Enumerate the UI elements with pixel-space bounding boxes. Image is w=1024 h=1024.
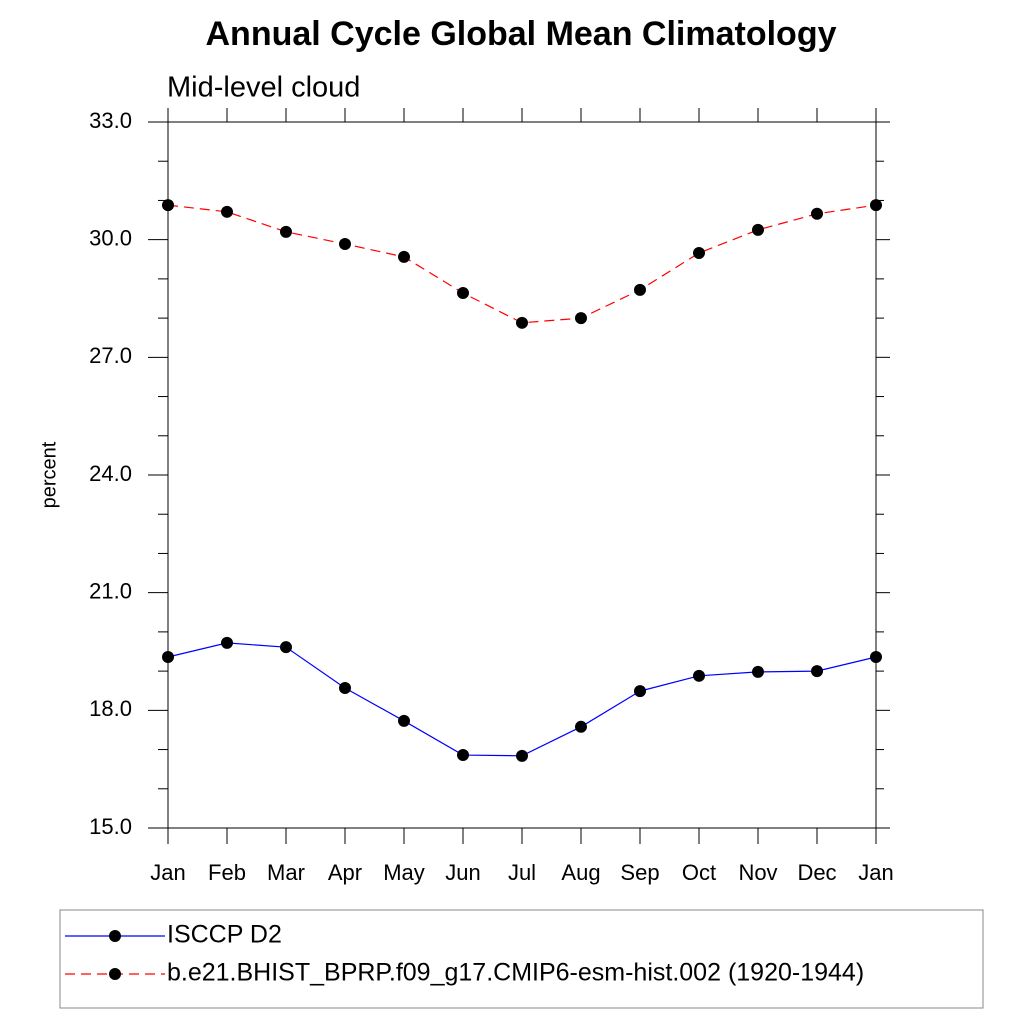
data-point — [162, 199, 174, 212]
legend-label: ISCCP D2 — [167, 921, 282, 949]
data-point — [280, 225, 292, 238]
data-point — [221, 636, 233, 649]
y-tick-label: 15.0 — [89, 814, 132, 839]
data-point — [516, 749, 528, 762]
data-point — [457, 749, 469, 762]
data-point — [575, 312, 587, 325]
data-point — [634, 283, 646, 296]
x-tick-label: Jun — [445, 860, 480, 885]
y-tick-label: 18.0 — [89, 696, 132, 721]
data-point — [221, 205, 233, 218]
data-point — [752, 223, 764, 236]
y-tick-label: 24.0 — [89, 461, 132, 486]
data-point — [162, 650, 174, 663]
data-point — [752, 665, 764, 678]
data-point — [516, 316, 528, 329]
x-tick-label: Sep — [620, 860, 659, 885]
data-point — [870, 199, 882, 212]
x-tick-label: Jan — [150, 860, 185, 885]
data-point — [575, 720, 587, 733]
data-point — [634, 685, 646, 698]
x-tick-label: Jul — [508, 860, 536, 885]
data-point — [398, 250, 410, 263]
x-tick-label: Oct — [682, 860, 716, 885]
x-tick-label: Mar — [267, 860, 305, 885]
data-point — [457, 287, 469, 300]
data-point — [280, 641, 292, 654]
data-point — [870, 650, 882, 663]
y-tick-label: 27.0 — [89, 343, 132, 368]
data-point — [693, 669, 705, 682]
y-tick-label: 33.0 — [89, 108, 132, 133]
y-tick-label: 21.0 — [89, 578, 132, 603]
legend-box — [59, 909, 984, 1009]
data-point — [339, 237, 351, 250]
x-tick-label: Dec — [797, 860, 836, 885]
y-tick-label: 30.0 — [89, 225, 132, 250]
data-point — [398, 714, 410, 727]
chart-title: Annual Cycle Global Mean Climatology — [206, 15, 837, 53]
series-line — [167, 204, 877, 324]
x-tick-label: Jan — [858, 860, 893, 885]
x-tick-label: Apr — [328, 860, 362, 885]
data-point — [811, 665, 823, 678]
data-point — [339, 681, 351, 694]
x-tick-label: Feb — [208, 860, 246, 885]
legend-label: b.e21.BHIST_BPRP.f09_g17.CMIP6-esm-hist.… — [167, 959, 864, 987]
x-tick-label: Nov — [738, 860, 777, 885]
series-line — [167, 642, 877, 757]
legend-marker — [109, 968, 121, 980]
chart-subtitle: Mid-level cloud — [167, 72, 360, 104]
x-tick-label: May — [383, 860, 425, 885]
data-point — [693, 247, 705, 260]
plot-frame — [167, 121, 877, 829]
legend-marker — [109, 930, 121, 942]
x-tick-label: Aug — [561, 860, 600, 885]
data-point — [811, 207, 823, 220]
y-axis-label: percent — [38, 441, 60, 508]
